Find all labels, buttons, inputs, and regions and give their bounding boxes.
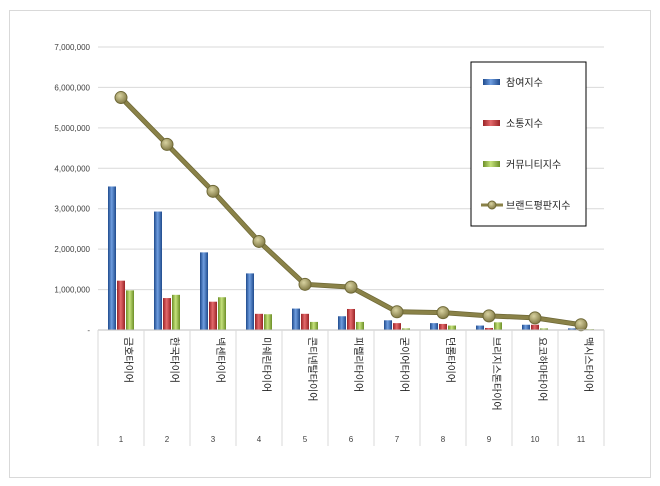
bar-커뮤니티지수-4 — [264, 314, 272, 330]
category-label: 브리지스톤타이어 — [490, 337, 502, 411]
legend-label: 브랜드평판지수 — [506, 200, 570, 212]
category-number: 1 — [119, 435, 124, 444]
line-point-5 — [298, 277, 312, 291]
bar-소통지수-3 — [209, 301, 217, 330]
line-point-6 — [344, 280, 358, 294]
category-number: 4 — [257, 435, 262, 444]
y-tick-label: 5,000,000 — [54, 124, 90, 133]
line-point-11 — [574, 318, 588, 332]
y-tick-label: - — [87, 326, 90, 335]
bar-참여지수-2 — [154, 211, 162, 330]
category-number: 10 — [531, 435, 540, 444]
bar-참여지수-6 — [338, 316, 346, 330]
line-point-3 — [206, 184, 220, 198]
legend-box — [470, 61, 587, 227]
bar-참여지수-8 — [430, 323, 438, 330]
bar-참여지수-5 — [292, 308, 300, 330]
legend-swatch-소통지수 — [483, 120, 500, 126]
category-label: 맥시스타이어 — [582, 337, 594, 392]
category-label: 한국타이어 — [168, 337, 180, 383]
bar-소통지수-8 — [439, 323, 447, 330]
category-number: 2 — [165, 435, 170, 444]
category-label: 요코하마타이어 — [536, 337, 549, 401]
bar-소통지수-1 — [117, 280, 125, 330]
bar-커뮤니티지수-10 — [540, 328, 548, 330]
line-point-1 — [114, 91, 128, 105]
line-series — [114, 91, 588, 332]
bar-참여지수-9 — [476, 325, 484, 330]
y-tick-label: 2,000,000 — [54, 245, 90, 254]
y-tick-label: 1,000,000 — [54, 286, 90, 295]
bar-커뮤니티지수-1 — [126, 290, 134, 330]
line-point-4 — [252, 234, 266, 248]
category-label: 피렐리타이어 — [352, 337, 365, 392]
y-axis-tick-labels: - 1,000,000 2,000,000 3,000,000 4,000,000 5,0… — [54, 43, 90, 335]
category-number: 6 — [349, 435, 354, 444]
bar-소통지수-2 — [163, 298, 171, 330]
y-tick-label: 3,000,000 — [54, 205, 90, 214]
bar-참여지수-3 — [200, 252, 208, 330]
category-label: 금호타이어 — [122, 337, 134, 383]
category-label: 콘티넨탈타이어 — [306, 337, 319, 401]
line-point-2 — [160, 137, 174, 151]
bar-참여지수-4 — [246, 273, 254, 330]
bar-커뮤니티지수-6 — [356, 321, 364, 330]
category-number: 9 — [487, 435, 492, 444]
legend-swatch-커뮤니티지수 — [483, 161, 500, 167]
legend-label: 소통지수 — [506, 118, 543, 130]
x-axis-category-table: 금호타이어 1 한국타이어 2 넥센타이어 3 미쉐린타이어 4 콘티넨탈타이어 5 피렐리타이어 6… — [97, 329, 605, 446]
bar-소통지수-7 — [393, 323, 401, 330]
category-label: 굳이어타이어 — [398, 337, 410, 392]
bar-소통지수-5 — [301, 313, 309, 330]
legend-label: 커뮤니티지수 — [506, 159, 561, 171]
category-label: 미쉐린타이어 — [260, 337, 272, 392]
category-number: 11 — [577, 435, 586, 444]
bar-커뮤니티지수-7 — [402, 328, 410, 330]
legend-marker-브랜드평판지수 — [487, 200, 497, 210]
bar-소통지수-9 — [485, 327, 493, 330]
line-point-10 — [528, 311, 542, 325]
bar-커뮤니티지수-3 — [218, 297, 226, 330]
bar-참여지수-11 — [568, 328, 576, 330]
category-label: 넥센타이어 — [214, 337, 226, 383]
bar-커뮤니티지수-2 — [172, 294, 180, 330]
line-point-7 — [390, 305, 404, 319]
bar-소통지수-10 — [531, 324, 539, 330]
bar-커뮤니티지수-8 — [448, 325, 456, 330]
line-point-8 — [436, 306, 450, 320]
bar-소통지수-6 — [347, 308, 355, 330]
bar-참여지수-10 — [522, 324, 530, 330]
bar-참여지수-1 — [108, 186, 116, 330]
line-point-9 — [482, 309, 496, 323]
y-tick-label: 6,000,000 — [54, 83, 90, 92]
legend-swatch-참여지수 — [483, 79, 500, 85]
category-label: 던롭타이어 — [444, 337, 456, 383]
category-number: 8 — [441, 435, 446, 444]
y-tick-label: 4,000,000 — [54, 164, 90, 173]
y-tick-label: 7,000,000 — [54, 43, 90, 52]
bar-소통지수-4 — [255, 313, 263, 330]
bar-참여지수-7 — [384, 320, 392, 330]
category-number: 7 — [395, 435, 400, 444]
legend-label: 참여지수 — [506, 77, 543, 89]
category-number: 5 — [303, 435, 308, 444]
bar-커뮤니티지수-9 — [494, 322, 502, 330]
category-number: 3 — [211, 435, 216, 444]
bar-커뮤니티지수-5 — [310, 321, 318, 330]
